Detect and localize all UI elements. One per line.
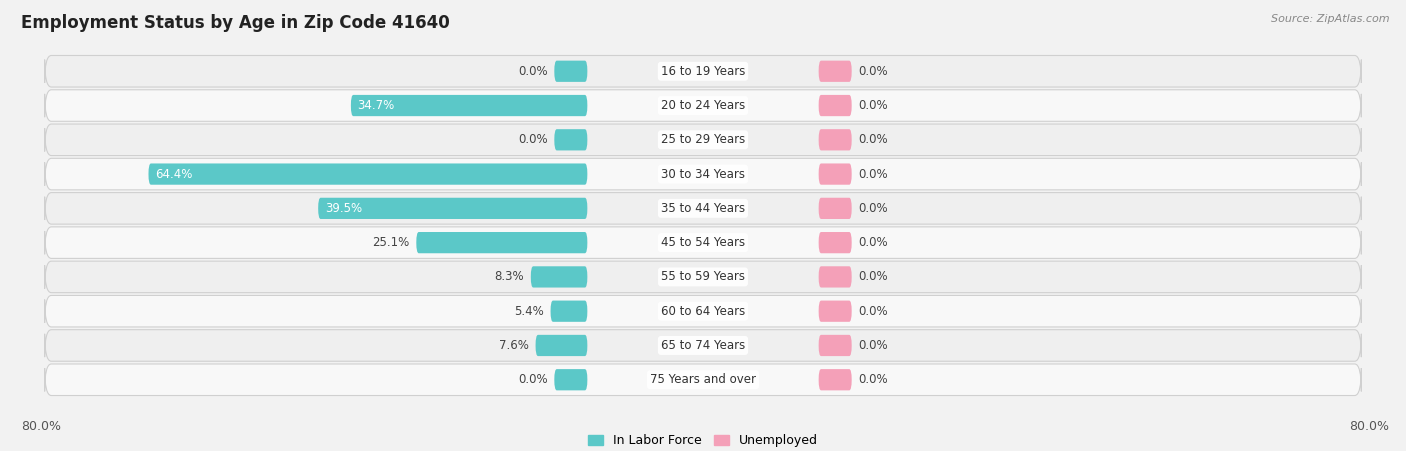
FancyBboxPatch shape xyxy=(818,198,852,219)
FancyBboxPatch shape xyxy=(818,129,852,151)
FancyBboxPatch shape xyxy=(45,193,1361,224)
Text: 35 to 44 Years: 35 to 44 Years xyxy=(661,202,745,215)
Text: 0.0%: 0.0% xyxy=(858,236,889,249)
FancyBboxPatch shape xyxy=(554,129,588,151)
Text: 0.0%: 0.0% xyxy=(517,133,548,146)
Text: 0.0%: 0.0% xyxy=(858,271,889,283)
FancyBboxPatch shape xyxy=(818,266,852,288)
FancyBboxPatch shape xyxy=(352,95,588,116)
FancyBboxPatch shape xyxy=(318,198,588,219)
Text: 39.5%: 39.5% xyxy=(325,202,361,215)
FancyBboxPatch shape xyxy=(551,300,588,322)
FancyBboxPatch shape xyxy=(149,163,588,185)
Text: 0.0%: 0.0% xyxy=(858,339,889,352)
Text: Source: ZipAtlas.com: Source: ZipAtlas.com xyxy=(1271,14,1389,23)
Text: 80.0%: 80.0% xyxy=(21,420,60,433)
Text: 25 to 29 Years: 25 to 29 Years xyxy=(661,133,745,146)
Text: 0.0%: 0.0% xyxy=(517,373,548,386)
Text: 60 to 64 Years: 60 to 64 Years xyxy=(661,305,745,318)
FancyBboxPatch shape xyxy=(45,295,1361,327)
FancyBboxPatch shape xyxy=(45,227,1361,258)
FancyBboxPatch shape xyxy=(416,232,588,253)
FancyBboxPatch shape xyxy=(818,95,852,116)
FancyBboxPatch shape xyxy=(45,364,1361,396)
Text: 8.3%: 8.3% xyxy=(495,271,524,283)
Text: 75 Years and over: 75 Years and over xyxy=(650,373,756,386)
FancyBboxPatch shape xyxy=(531,266,588,288)
Text: 0.0%: 0.0% xyxy=(517,65,548,78)
Text: 5.4%: 5.4% xyxy=(515,305,544,318)
Text: 20 to 24 Years: 20 to 24 Years xyxy=(661,99,745,112)
FancyBboxPatch shape xyxy=(45,90,1361,121)
Text: 0.0%: 0.0% xyxy=(858,305,889,318)
Text: 16 to 19 Years: 16 to 19 Years xyxy=(661,65,745,78)
FancyBboxPatch shape xyxy=(818,369,852,391)
FancyBboxPatch shape xyxy=(45,158,1361,190)
FancyBboxPatch shape xyxy=(45,330,1361,361)
Text: 80.0%: 80.0% xyxy=(1350,420,1389,433)
Text: 7.6%: 7.6% xyxy=(499,339,529,352)
FancyBboxPatch shape xyxy=(45,55,1361,87)
FancyBboxPatch shape xyxy=(818,232,852,253)
FancyBboxPatch shape xyxy=(818,60,852,82)
Text: 45 to 54 Years: 45 to 54 Years xyxy=(661,236,745,249)
Text: 0.0%: 0.0% xyxy=(858,65,889,78)
Text: 0.0%: 0.0% xyxy=(858,99,889,112)
Text: 25.1%: 25.1% xyxy=(373,236,409,249)
FancyBboxPatch shape xyxy=(45,124,1361,156)
Text: 55 to 59 Years: 55 to 59 Years xyxy=(661,271,745,283)
FancyBboxPatch shape xyxy=(818,335,852,356)
FancyBboxPatch shape xyxy=(818,300,852,322)
Legend: In Labor Force, Unemployed: In Labor Force, Unemployed xyxy=(583,429,823,451)
FancyBboxPatch shape xyxy=(536,335,588,356)
Text: 65 to 74 Years: 65 to 74 Years xyxy=(661,339,745,352)
FancyBboxPatch shape xyxy=(554,60,588,82)
Text: 0.0%: 0.0% xyxy=(858,202,889,215)
Text: 0.0%: 0.0% xyxy=(858,168,889,180)
Text: 64.4%: 64.4% xyxy=(155,168,193,180)
FancyBboxPatch shape xyxy=(818,163,852,185)
Text: 0.0%: 0.0% xyxy=(858,133,889,146)
Text: 34.7%: 34.7% xyxy=(357,99,395,112)
FancyBboxPatch shape xyxy=(554,369,588,391)
Text: 30 to 34 Years: 30 to 34 Years xyxy=(661,168,745,180)
FancyBboxPatch shape xyxy=(45,261,1361,293)
Text: Employment Status by Age in Zip Code 41640: Employment Status by Age in Zip Code 416… xyxy=(21,14,450,32)
Text: 0.0%: 0.0% xyxy=(858,373,889,386)
